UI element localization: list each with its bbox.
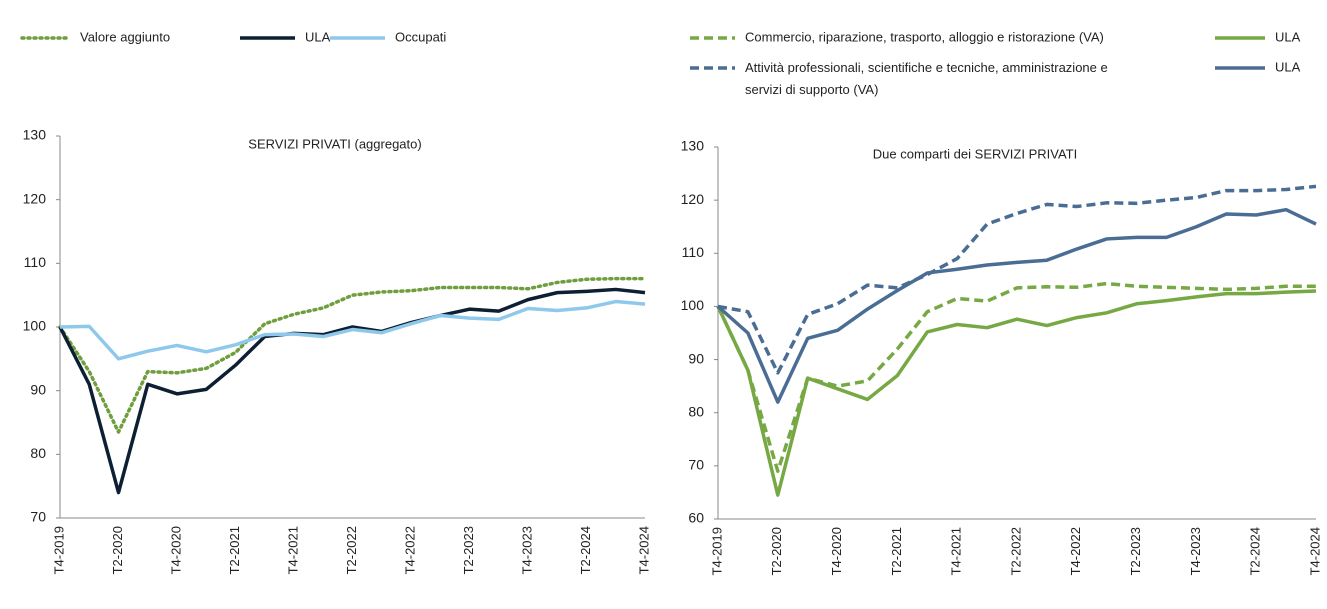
x-tick-label: T4-2023 <box>519 526 534 574</box>
y-tick-label: 70 <box>30 509 46 525</box>
y-tick-label: 90 <box>30 381 46 397</box>
y-tick-label: 130 <box>681 138 705 154</box>
legend-label: Valore aggiunto <box>80 29 170 44</box>
series-line <box>716 207 1317 404</box>
y-tick-label: 110 <box>24 254 47 270</box>
y-tick-label: 70 <box>688 457 704 473</box>
x-tick-label: T4-2022 <box>402 526 417 574</box>
y-tick-label: 60 <box>688 510 704 526</box>
y-tick-label: 80 <box>30 445 46 461</box>
x-tick-label: T4-2022 <box>1068 527 1083 575</box>
x-tick-label: T4-2024 <box>636 526 651 574</box>
y-tick-label: 110 <box>682 244 705 260</box>
y-tick-label: 120 <box>23 190 47 206</box>
x-tick-label: T2-2024 <box>1248 527 1263 575</box>
legend-label: ULA <box>305 29 331 44</box>
legend-label-box: Attività professionali, scientifiche e t… <box>745 60 1108 97</box>
legend-label: ULA <box>1275 59 1301 74</box>
x-tick-label: T2-2021 <box>889 527 904 575</box>
series-line <box>58 276 647 434</box>
y-tick-label: 130 <box>23 127 47 143</box>
x-tick-label: T2-2024 <box>578 526 593 574</box>
x-tick-label: T2-2023 <box>1128 527 1143 575</box>
series-line <box>717 184 1317 375</box>
legend-label: Attività professionali, scientifiche e t… <box>745 60 1108 97</box>
x-tick-label: T2-2022 <box>344 526 359 574</box>
x-tick-label: T4-2021 <box>285 526 300 574</box>
series-line <box>716 289 1317 497</box>
chart-title: SERVIZI PRIVATI (aggregato) <box>248 136 421 151</box>
x-tick-label: T4-2019 <box>709 527 724 575</box>
x-tick-label: T4-2019 <box>51 526 66 574</box>
series-line <box>59 299 646 361</box>
chart-title: Due comparti dei SERVIZI PRIVATI <box>873 146 1077 161</box>
x-tick-label: T2-2022 <box>1008 527 1023 575</box>
x-tick-label: T4-2020 <box>168 526 183 574</box>
x-tick-label: T2-2023 <box>461 526 476 574</box>
x-tick-label: T4-2021 <box>949 527 964 575</box>
y-tick-label: 90 <box>688 350 704 366</box>
y-tick-label: 120 <box>681 191 705 207</box>
x-tick-label: T2-2020 <box>110 526 125 574</box>
series-line <box>58 287 646 495</box>
legend-label: Commercio, riparazione, trasporto, allog… <box>745 29 1104 44</box>
legend-label: ULA <box>1275 29 1301 44</box>
x-tick-label: T4-2023 <box>1188 527 1203 575</box>
y-tick-label: 100 <box>681 297 705 313</box>
y-tick-label: 100 <box>23 318 47 334</box>
x-tick-label: T2-2021 <box>227 526 242 574</box>
y-tick-label: 80 <box>688 403 704 419</box>
x-tick-label: T4-2020 <box>829 527 844 575</box>
x-tick-label: T2-2020 <box>769 527 784 575</box>
legend-label: Occupati <box>395 29 446 44</box>
x-tick-label: T4-2024 <box>1307 527 1322 575</box>
